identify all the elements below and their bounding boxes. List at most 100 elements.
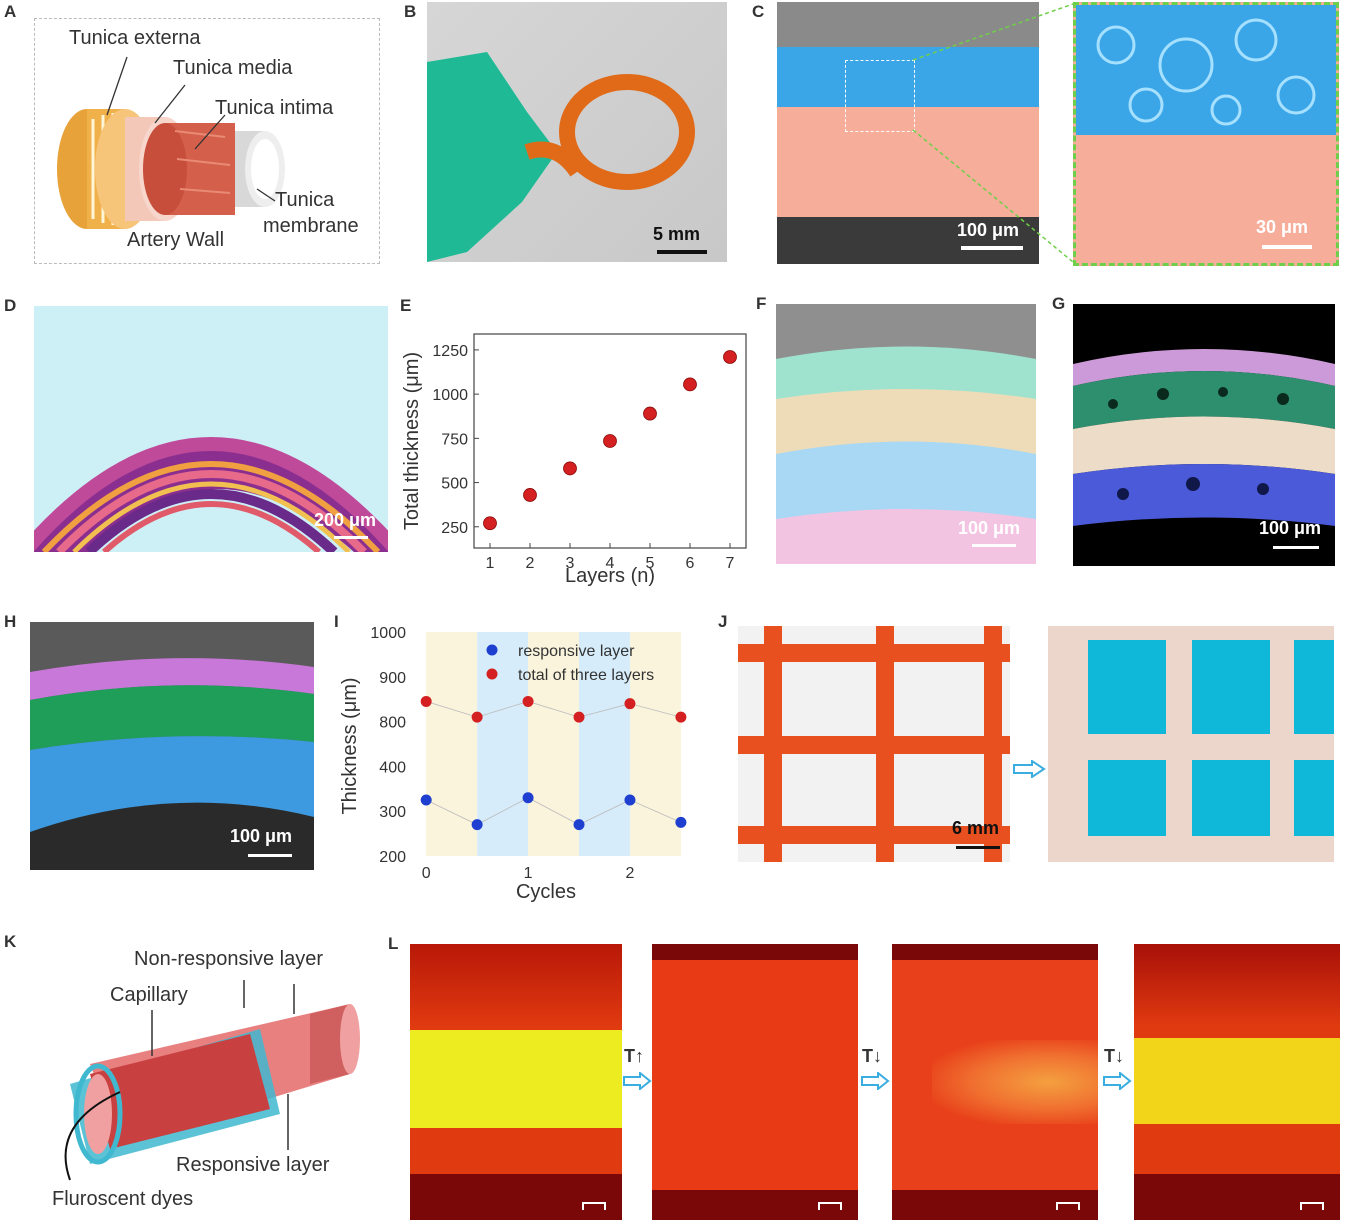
transform-arrow-icon: [1012, 759, 1046, 779]
panel-label-k: K: [4, 932, 17, 951]
scale-bar-label: 100 μm: [957, 220, 1020, 240]
arrow-label-2: T↓: [862, 1046, 882, 1066]
inset-scale-bar: [1262, 245, 1312, 249]
scale-bar: [818, 1202, 842, 1210]
x-tick-label: 7: [726, 555, 735, 572]
scale-bar-label: 100 μm: [1259, 518, 1322, 538]
data-point: [483, 516, 497, 531]
data-point: [675, 711, 687, 723]
cycle-band: [477, 632, 529, 856]
panel-h-sem-three-layers: 100 μm: [30, 622, 314, 870]
scale-bar-label: 6 mm: [952, 818, 1000, 838]
scale-bar: [582, 1202, 606, 1210]
scale-bar: [972, 544, 1016, 547]
panel-label-b: B: [404, 2, 417, 21]
scale-bar-label: 100 μm: [230, 826, 293, 846]
scale-bar: [657, 250, 707, 254]
label-fluorescent-dyes: Fluroscent dyes: [52, 1188, 194, 1210]
label-tunica-intima: Tunica intima: [215, 97, 334, 119]
y-tick-label: 1250: [432, 343, 468, 360]
x-tick-label: 5: [646, 555, 655, 572]
x-tick-label: 2: [626, 865, 635, 882]
panel-label-c: C: [752, 2, 765, 21]
panel-g-sem-layers: 100 μm: [1073, 304, 1335, 566]
label-non-responsive-layer: Non-responsive layer: [134, 948, 323, 970]
scale-bar: [956, 846, 1000, 849]
panel-k-capillary-schematic: Non-responsive layer Capillary Responsiv…: [30, 944, 380, 1220]
inset-scale-bar-label: 30 μm: [1256, 217, 1309, 237]
legend-marker: [486, 644, 498, 656]
series-line: [426, 701, 682, 718]
y-tick-label: 800: [379, 715, 406, 732]
y-tick-label: 200: [379, 849, 406, 866]
scale-bar: [248, 854, 292, 857]
label-tunica-externa: Tunica externa: [69, 27, 201, 49]
data-point: [643, 406, 657, 421]
y-tick-label: 500: [441, 476, 468, 493]
x-axis-label: Cycles: [516, 881, 576, 903]
label-capillary: Capillary: [110, 984, 188, 1006]
series-line: [426, 797, 682, 826]
scale-bar: [1273, 546, 1319, 549]
panel-label-a: A: [4, 2, 17, 21]
panel-label-j: J: [718, 612, 728, 631]
x-axis-label: Layers (n): [565, 565, 655, 587]
cycle-band: [579, 632, 630, 856]
panel-l-frame-2: [652, 944, 858, 1220]
panel-d-polarized-ring: 200 μm: [34, 306, 388, 552]
x-tick-label: 6: [686, 555, 695, 572]
scale-bar-label: 5 mm: [653, 224, 701, 244]
y-axis-label: Thickness (μm): [339, 677, 361, 814]
x-tick-label: 4: [606, 555, 615, 572]
scale-bar-label: 100 μm: [958, 518, 1021, 538]
scale-bar: [1056, 1202, 1080, 1210]
panel-e-chart: 250 500 750 1000 1250 1 2 3 4 5 6 7 Total thicknes…: [401, 333, 747, 587]
cycle-band: [629, 632, 681, 856]
arrow-label-1: T↑: [624, 1046, 644, 1066]
panel-f-layer-cross-section: 100 μm: [776, 304, 1036, 564]
zoom-region-box: [845, 60, 915, 132]
legend-label: responsive layer: [518, 643, 635, 660]
artery-wall-illustration: [57, 56, 285, 229]
x-tick-label: 0: [422, 865, 431, 882]
label-responsive-layer: Responsive layer: [176, 1154, 330, 1176]
data-point: [723, 350, 737, 364]
y-tick-label: 1000: [432, 387, 468, 404]
y-tick-label: 300: [379, 804, 406, 821]
data-point: [683, 377, 697, 392]
panel-l-frame-4: [1134, 944, 1340, 1220]
data-point: [573, 711, 585, 723]
panel-j-grid-before: 6 mm: [738, 626, 1010, 862]
data-point: [420, 794, 432, 806]
panel-label-e: E: [400, 296, 412, 315]
cycle-band: [426, 632, 478, 856]
scale-bar: [1300, 1202, 1324, 1210]
transform-arrow-icon: [860, 1070, 890, 1092]
y-tick-label: 750: [441, 431, 468, 448]
y-tick-label: 1000: [370, 625, 406, 642]
x-tick-label: 1: [524, 865, 533, 882]
label-artery-wall: Artery Wall: [127, 229, 225, 251]
legend-label: total of three layers: [518, 667, 654, 684]
scale-bar: [961, 246, 1023, 250]
panel-label-g: G: [1052, 294, 1066, 313]
data-point: [522, 695, 534, 707]
panel-i-chart: 200 300 400 800 900 1000 0 1 2 responsive layer…: [339, 625, 687, 903]
transform-arrow-icon: [1102, 1070, 1132, 1092]
panel-c-sem-cross-section: 100 μm: [777, 2, 1039, 264]
data-point: [471, 819, 483, 831]
panel-l-frame-3: [892, 944, 1098, 1220]
scale-bar-label: 200 μm: [314, 510, 377, 530]
data-point: [471, 711, 483, 723]
panel-a-artery-schematic: Tunica externa Tunica media Tunica intim…: [34, 18, 380, 264]
y-tick-label: 400: [379, 759, 406, 776]
arrow-label-3: T↓: [1104, 1046, 1124, 1066]
x-tick-label: 2: [526, 555, 535, 572]
x-tick-label: 3: [566, 555, 575, 572]
panel-label-i: I: [334, 612, 339, 631]
y-tick-label: 250: [441, 520, 468, 537]
transform-arrow-icon: [622, 1070, 652, 1092]
data-point: [573, 819, 585, 831]
scale-bar: [334, 536, 368, 539]
data-point: [420, 695, 432, 707]
